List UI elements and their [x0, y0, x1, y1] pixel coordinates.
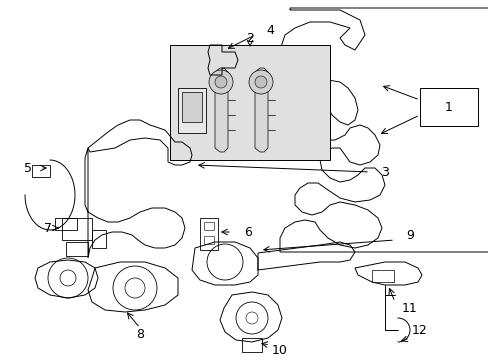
Bar: [178, 88, 205, 133]
Bar: [242, 338, 262, 352]
Text: 7: 7: [44, 221, 52, 234]
Bar: [419, 88, 477, 126]
Bar: [203, 222, 214, 230]
Text: 5: 5: [24, 162, 32, 175]
Text: 9: 9: [405, 229, 413, 242]
Text: 11: 11: [401, 302, 417, 315]
Bar: [66, 242, 88, 256]
Bar: [62, 218, 92, 240]
Text: 10: 10: [271, 343, 287, 356]
Bar: [92, 230, 106, 248]
Bar: [32, 165, 50, 177]
Circle shape: [254, 76, 266, 88]
Text: 2: 2: [245, 32, 253, 45]
Bar: [371, 270, 393, 282]
Text: 6: 6: [244, 225, 251, 239]
Text: 8: 8: [136, 328, 143, 342]
Text: 1: 1: [444, 100, 452, 113]
Polygon shape: [254, 68, 267, 152]
Bar: [55, 218, 77, 230]
Text: 4: 4: [265, 23, 273, 36]
Polygon shape: [215, 68, 227, 152]
Text: 12: 12: [411, 324, 427, 337]
Bar: [203, 236, 214, 244]
Circle shape: [248, 70, 272, 94]
Bar: [182, 92, 202, 122]
Bar: [200, 218, 218, 250]
Circle shape: [215, 76, 226, 88]
Text: 3: 3: [380, 166, 388, 179]
Circle shape: [208, 70, 232, 94]
Bar: [170, 45, 329, 160]
